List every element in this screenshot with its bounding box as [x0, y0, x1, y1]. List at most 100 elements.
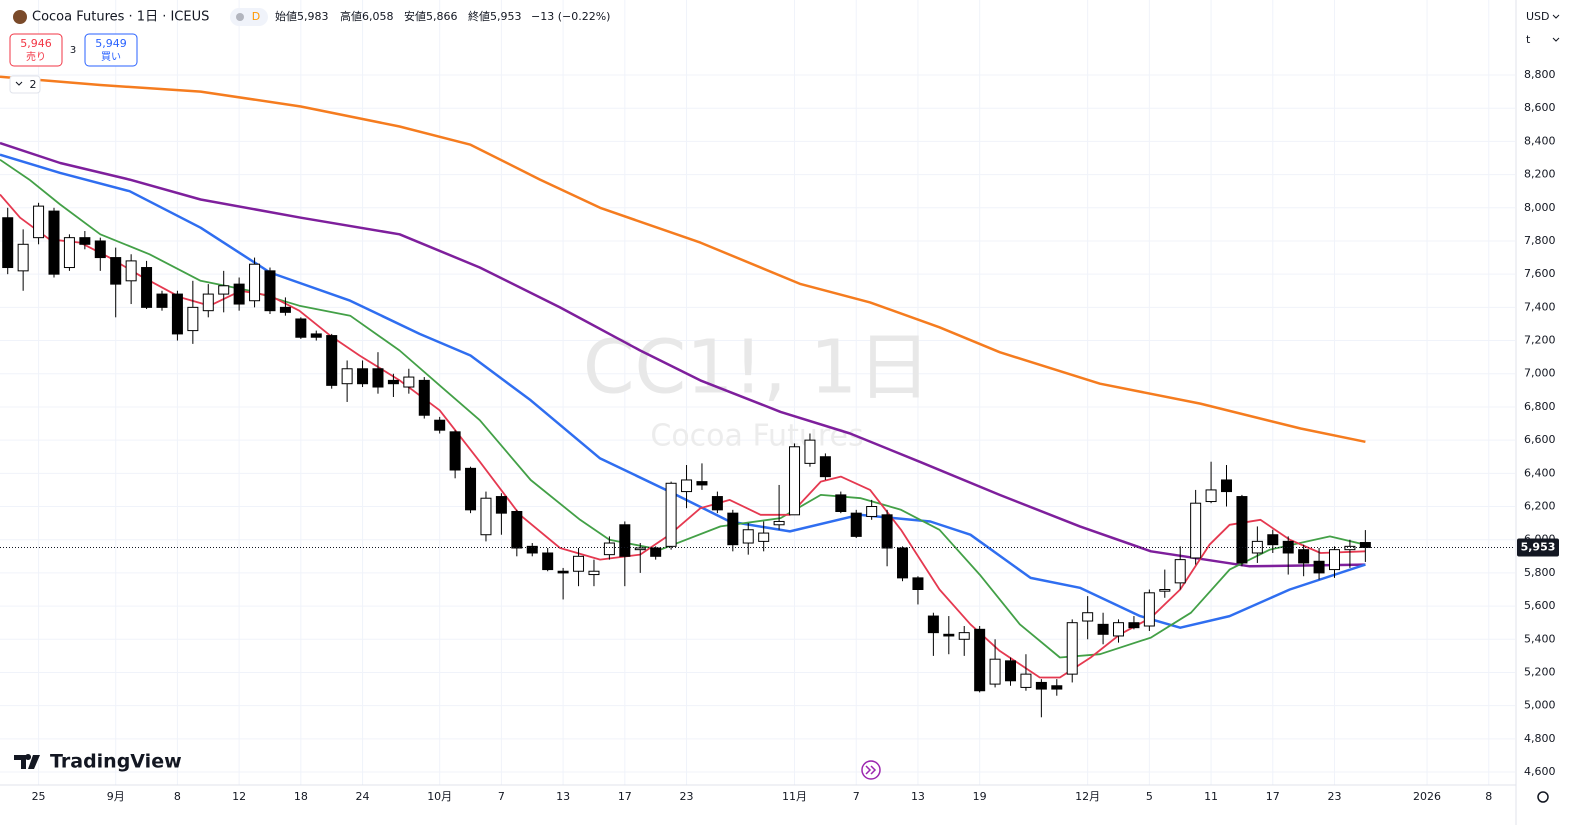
- candle-body: [110, 257, 122, 285]
- candle-body: [48, 210, 60, 275]
- candle-body: [588, 570, 600, 576]
- ma-line: [0, 141, 1366, 568]
- candle-body: [2, 217, 14, 269]
- candle-body: [357, 368, 369, 385]
- x-tick-label: 24: [356, 790, 370, 803]
- y-tick-label: 8,600: [1524, 101, 1556, 114]
- candle-body: [835, 494, 847, 512]
- candle-body: [603, 542, 615, 556]
- candle-body: [650, 547, 662, 557]
- ohlc-label: 高値: [340, 9, 362, 23]
- candle-body: [1020, 673, 1032, 688]
- candle-body: [187, 306, 199, 332]
- candle-body: [63, 237, 75, 269]
- candle-body: [1236, 496, 1248, 564]
- candle-body: [881, 514, 893, 549]
- candle-body: [866, 506, 878, 517]
- candle-body: [850, 512, 862, 537]
- x-tick-label: 18: [294, 790, 308, 803]
- y-tick-label: 6,600: [1524, 433, 1556, 446]
- x-tick-label: 25: [32, 790, 46, 803]
- ohlc-item: 終値5,953: [468, 9, 522, 23]
- candle-body: [1066, 622, 1078, 675]
- y-tick-label: 7,600: [1524, 267, 1556, 280]
- candle-body: [819, 456, 831, 478]
- ohlc-value: 5,953: [490, 10, 522, 23]
- y-tick-label: 5,200: [1524, 665, 1556, 678]
- x-tick-label: 11月: [782, 790, 807, 803]
- y-tick-label: 6,400: [1524, 466, 1556, 479]
- candle-body: [449, 431, 461, 471]
- sell-button[interactable]: [9, 33, 63, 67]
- ohlc-item: 安値5,866: [404, 9, 458, 23]
- candle-body: [1035, 681, 1047, 690]
- currency[interactable]: USD: [1526, 10, 1550, 23]
- candle-body: [17, 243, 29, 272]
- chevron: [15, 81, 23, 86]
- x-tick-label: 7: [853, 790, 860, 803]
- x-tick-label: 9月: [107, 790, 125, 803]
- candle-body: [974, 628, 986, 692]
- candle-body: [897, 547, 909, 579]
- candle-body: [79, 237, 91, 245]
- candle-body: [989, 658, 1001, 685]
- candle-body: [742, 529, 754, 544]
- buy-button[interactable]: [84, 33, 138, 67]
- badge-dot: [236, 13, 244, 21]
- y-tick-label: 4,800: [1524, 732, 1556, 745]
- y-tick-label: 5,000: [1524, 699, 1556, 712]
- candle-body: [1082, 612, 1094, 622]
- buy-price: 5,949: [95, 37, 127, 50]
- candle-body: [125, 260, 137, 282]
- candle-body: [773, 520, 785, 526]
- logo-icon: [14, 754, 40, 769]
- candle-body: [665, 482, 677, 547]
- candle-body: [943, 633, 955, 637]
- y-tick-label: 8,400: [1524, 134, 1556, 147]
- plot: [0, 75, 1515, 718]
- last-price-tag: [1517, 538, 1559, 557]
- candle-body: [418, 379, 430, 416]
- axes: 4,6004,8005,0005,2005,4005,6005,8006,000…: [32, 68, 1559, 803]
- indicators-toggle[interactable]: [9, 75, 41, 94]
- candle-body: [156, 293, 168, 308]
- candle-body: [681, 479, 693, 493]
- ohlc-label: 始値: [275, 9, 297, 23]
- candle-body: [696, 481, 708, 486]
- sell-label: 売り: [26, 50, 46, 63]
- candle-body: [171, 293, 183, 335]
- y-tick-label: 8,200: [1524, 168, 1556, 181]
- x-tick-label: 10月: [427, 790, 452, 803]
- candle-body: [511, 510, 523, 549]
- x-tick-label: 23: [680, 790, 694, 803]
- candle-body: [403, 376, 415, 388]
- candle-body: [1328, 549, 1340, 571]
- candle-body: [434, 419, 446, 431]
- candle-body: [387, 379, 399, 385]
- grid: [0, 0, 1515, 785]
- x-tick-label: 13: [911, 790, 925, 803]
- candle-body: [1190, 502, 1202, 559]
- symbol-icon: [13, 10, 27, 24]
- ohlc-change: −13 (−0.22%): [531, 10, 610, 23]
- candle-body: [526, 545, 538, 554]
- candle-body: [202, 293, 214, 312]
- watermark-title: CC1!, 1日: [583, 325, 931, 411]
- indicators-count: 2: [30, 78, 37, 91]
- candle-body: [264, 270, 276, 312]
- x-tick-label: 12: [232, 790, 246, 803]
- candle-body: [542, 552, 554, 571]
- settings-icon[interactable]: [1537, 791, 1549, 803]
- candle-body: [1051, 685, 1063, 690]
- y-tick-label: 5,400: [1524, 632, 1556, 645]
- y-tick-label: 5,600: [1524, 599, 1556, 612]
- candle-body: [326, 335, 338, 386]
- candle-body: [341, 368, 353, 385]
- x-tick-label: 11: [1204, 790, 1218, 803]
- x-tick-label: 5: [1146, 790, 1153, 803]
- spread: 3: [70, 45, 76, 56]
- symbol-title[interactable]: Cocoa Futures · 1日 · ICEUS: [32, 10, 209, 25]
- unit[interactable]: t: [1526, 33, 1531, 46]
- ohlc-value: 5,866: [426, 10, 458, 23]
- y-tick-label: 8,800: [1524, 68, 1556, 81]
